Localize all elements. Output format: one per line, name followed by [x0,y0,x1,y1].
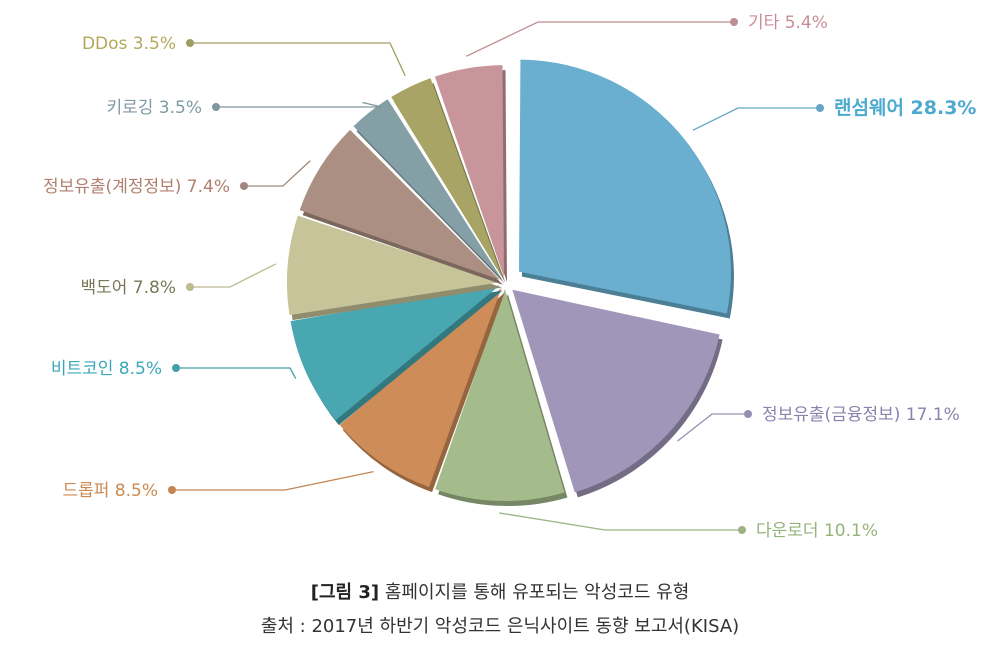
figure-label: [그림 3] [310,582,380,603]
leader-line [172,471,374,491]
slice-label: 드롭퍼 8.5% [62,481,158,501]
figure-source: 출처 : 2017년 하반기 악성코드 은닉사이트 동향 보고서(KISA) [260,616,740,637]
pie-slice [435,288,565,501]
leader-dot [816,104,824,112]
leader-dot [240,182,248,190]
slice-label: 백도어 7.8% [80,278,176,298]
slice-label: DDos 3.5% [82,34,176,54]
slice-label-name: 비트코인 [51,359,119,379]
slice-label: 다운로더 10.1% [756,521,878,541]
slice-label-name: 다운로더 [756,521,824,541]
slice-label: 랜섬웨어 28.3% [834,97,976,119]
slice-label: 기타 5.4% [748,13,828,33]
slice-label-name: 정보유출(계정정보) [43,177,187,197]
slice-label-name: 드롭퍼 [62,481,114,501]
slice-label-value: 8.5% [115,481,158,501]
pie-slice [518,59,731,314]
slice-label-value: 8.5% [119,359,162,379]
pie-slices [287,59,734,506]
slice-label-value: 10.1% [824,521,878,541]
pie-slice [391,78,503,278]
leader-line [190,42,406,77]
slice-label-name: DDos [82,34,133,54]
slice-label-value: 7.8% [133,278,176,298]
slice-label-value: 5.4% [785,13,828,33]
slice-label-name: 정보유출(금융정보) [762,405,906,425]
figure-title: 홈페이지를 통해 유포되는 악성코드 유형 [384,582,690,603]
slice-label-name: 랜섬웨어 [834,97,911,119]
slice-labels: 랜섬웨어 28.3% 정보유출(금융정보) 17.1% 다운로더 10.1% 드롭퍼 … [43,13,976,541]
slice-label: 정보유출(금융정보) 17.1% [762,405,960,425]
slice-label: 정보유출(계정정보) 7.4% [43,177,230,197]
slice-label-value: 28.3% [911,97,977,119]
pie-slice [299,129,500,280]
pie-slice [434,65,504,278]
leader-dot [730,18,738,26]
leader-line [692,107,820,131]
leader-dot [744,410,752,418]
slice-label-value: 3.5% [133,34,176,54]
slice-label-value: 17.1% [906,405,960,425]
leader-line [176,367,297,379]
figure-caption: [그림 3] 홈페이지를 통해 유포되는 악성코드 유형 [0,578,1000,604]
leader-dot [186,39,194,47]
leader-line [244,160,311,187]
leader-line [216,101,383,108]
slice-label-name: 기타 [748,13,785,33]
leader-dot [212,103,220,111]
slice-label: 비트코인 8.5% [51,359,162,379]
pie-slice [512,289,720,493]
slice-label: 키로깅 3.5% [106,98,202,118]
slice-label-name: 백도어 [80,278,132,298]
leader-dot [738,526,746,534]
leader-line [677,413,748,442]
pie-slice [290,285,500,421]
leader-lines [168,18,824,534]
pie-slice [287,215,500,316]
leader-line [499,512,742,531]
leader-dot [186,283,194,291]
leader-line [190,263,277,288]
leader-line [465,21,734,57]
pie-slice [339,287,502,488]
slice-label-value: 7.4% [187,177,230,197]
pie-chart: 랜섬웨어 28.3% 정보유출(금융정보) 17.1% 다운로더 10.1% 드롭퍼 … [43,13,976,541]
leader-dot [172,364,180,372]
leader-dot [168,486,176,494]
pie-slice [353,99,502,279]
slice-label-value: 3.5% [159,98,202,118]
slice-label-name: 키로깅 [106,98,158,118]
